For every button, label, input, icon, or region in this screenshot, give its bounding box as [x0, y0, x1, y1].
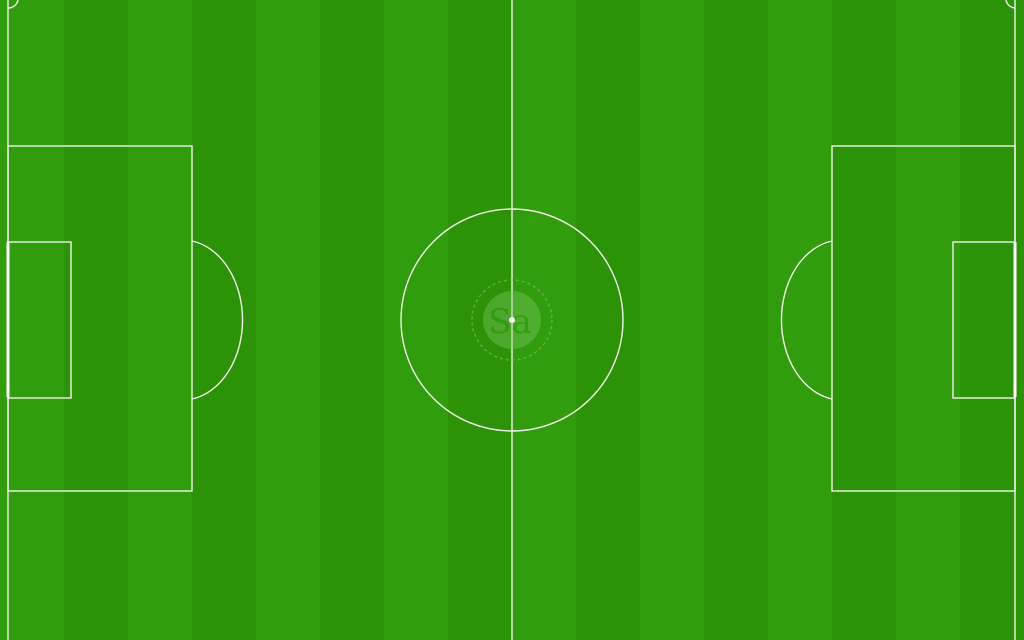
- turf-stripe: [0, 0, 64, 640]
- turf-stripe: [832, 0, 896, 640]
- turf-stripe: [256, 0, 320, 640]
- turf-stripe: [768, 0, 832, 640]
- center-spot: [509, 317, 515, 323]
- turf-stripe: [384, 0, 448, 640]
- turf-stripe: [640, 0, 704, 640]
- turf-stripe: [576, 0, 640, 640]
- turf-stripe: [896, 0, 960, 640]
- turf-stripe: [192, 0, 256, 640]
- turf-stripe: [704, 0, 768, 640]
- turf-stripe: [64, 0, 128, 640]
- turf-stripe: [320, 0, 384, 640]
- turf-stripe: [128, 0, 192, 640]
